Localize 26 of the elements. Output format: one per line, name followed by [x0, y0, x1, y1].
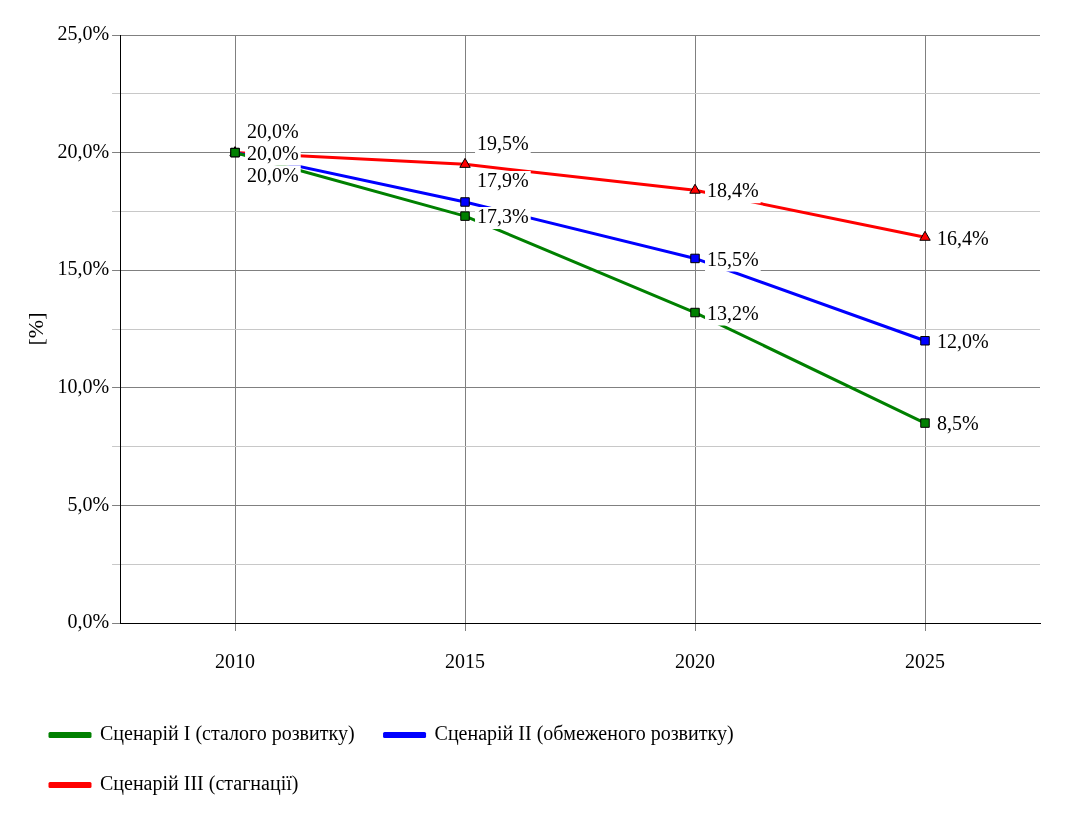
legend-label: Сценарій III (стагнації): [100, 772, 299, 796]
y-tick-label: 25,0%: [57, 22, 110, 45]
legend-label: Сценарій II (обмеженого розвитку): [434, 722, 734, 746]
data-label: 19,5%: [477, 131, 529, 154]
legend-label: Сценарій I (сталого розвитку): [100, 722, 355, 746]
y-tick-label: 15,0%: [57, 257, 110, 280]
data-label: 13,2%: [707, 301, 759, 324]
y-tick-label: 10,0%: [57, 375, 110, 398]
data-label: 8,5%: [937, 412, 979, 435]
x-tick-label: 2025: [905, 650, 946, 673]
data-label: 16,4%: [937, 226, 989, 249]
y-tick-label: 5,0%: [67, 492, 110, 515]
x-tick-label: 2010: [215, 650, 256, 673]
data-label: 17,9%: [477, 169, 529, 192]
y-axis-title: [%]: [22, 312, 48, 346]
data-label: 15,5%: [707, 247, 759, 270]
data-label: 12,0%: [937, 330, 989, 353]
data-label: 18,4%: [707, 179, 759, 202]
y-tick-label: 0,0%: [67, 610, 110, 633]
data-label: 17,3%: [477, 205, 529, 228]
y-tick-label: 20,0%: [57, 139, 110, 162]
x-tick-label: 2015: [445, 650, 486, 673]
data-label: 20,0%: [247, 163, 299, 186]
data-label: 20,0%: [247, 119, 299, 142]
x-tick-label: 2020: [675, 650, 716, 673]
data-label: 20,0%: [247, 141, 299, 164]
